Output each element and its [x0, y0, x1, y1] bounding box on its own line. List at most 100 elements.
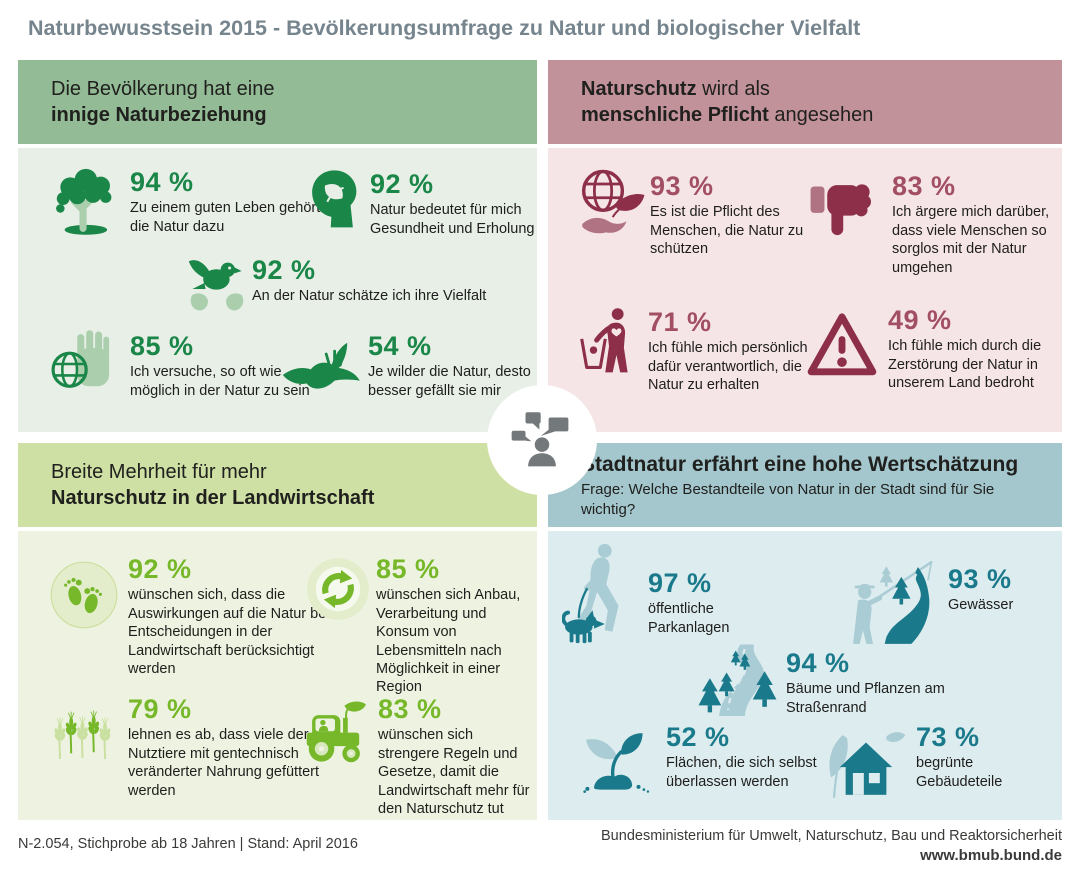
stat-value: 83 %: [378, 694, 442, 724]
stat-item: 92 % An der Natur schätze ich ihre Vielf…: [252, 256, 486, 306]
angler-river-icon: [848, 557, 948, 649]
stat-value: 92 %: [128, 554, 192, 584]
stat-description: Flächen, die sich selbst überlassen werd…: [666, 755, 817, 790]
stat-item: 93 % Es ist die Pflicht des Menschen, di…: [650, 172, 830, 259]
footer-website-url: www.bmub.bund.de: [920, 847, 1062, 864]
section-title-regular: wird als: [696, 78, 770, 100]
stat-item: 92 % wünschen sich, dass die Auswirkunge…: [128, 555, 338, 678]
stat-description: wünschen sich strengere Regeln und Geset…: [378, 727, 530, 817]
stat-description: Ich fühle mich durch die Zerstörung der …: [888, 338, 1042, 392]
survey-dialogue-icon: [509, 407, 575, 473]
stat-item: 73 % begrünte Gebäudeteile: [916, 723, 1056, 791]
stat-value: 83 %: [892, 171, 956, 201]
stat-item: 49 % Ich fühle mich durch die Zerstörung…: [888, 306, 1062, 393]
page-title: Naturbewusstsein 2015 - Bevölkerungsumfr…: [28, 16, 861, 40]
section-header: Naturschutz wird als menschliche Pflicht…: [548, 60, 1062, 144]
stat-item: 94 % Bäume und Pflanzen am Straßenrand: [786, 649, 986, 717]
wheat-icon: [52, 697, 114, 777]
dog-walker-icon: [562, 541, 646, 649]
section-header: Breite Mehrheit für mehr Naturschutz in …: [18, 443, 537, 527]
section-body: 93 % Es ist die Pflicht des Menschen, di…: [548, 148, 1062, 432]
green-building-icon: [822, 725, 910, 805]
stat-value: 93 %: [650, 171, 714, 201]
tree-icon: [48, 166, 128, 244]
stat-description: begrünte Gebäudeteile: [916, 755, 1003, 790]
stat-description: Ich versuche, so oft wie möglich in der …: [130, 364, 310, 399]
section-title-regular: Die Bevölkerung hat eine: [51, 78, 275, 100]
section-title-bold: Stadtnatur erfährt eine hohe Wertschätzu…: [581, 452, 1019, 476]
section-nature-relationship: Die Bevölkerung hat eine innige Naturbez…: [18, 60, 537, 432]
roadside-trees-icon: [696, 643, 780, 719]
stat-value: 85 %: [130, 331, 194, 361]
section-header: Die Bevölkerung hat eine innige Naturbez…: [18, 60, 537, 144]
stat-item: 83 % wünschen sich strengere Regeln und …: [378, 695, 536, 818]
stat-item: 83 % Ich ärgere mich darüber, dass viele…: [892, 172, 1062, 277]
section-urban-nature: Stadtnatur erfährt eine hohe Wertschätzu…: [548, 443, 1062, 820]
stat-description: Gewässer: [948, 597, 1014, 614]
stat-value: 92 %: [252, 255, 316, 285]
stat-description: Bäume und Pflanzen am Straßenrand: [786, 681, 945, 716]
stat-value: 73 %: [916, 722, 980, 752]
section-title-regular: angesehen: [768, 104, 874, 126]
bird-in-hands-icon: [184, 252, 250, 314]
stat-description: öffentliche Parkanlagen: [648, 601, 730, 636]
head-leaf-icon: [304, 164, 368, 236]
stat-item: 97 % öffentliche Parkanlagen: [648, 569, 768, 637]
section-header: Stadtnatur erfährt eine hohe Wertschätzu…: [548, 443, 1062, 527]
wild-growth-icon: [582, 723, 656, 801]
stat-value: 93 %: [948, 564, 1012, 594]
regional-cycle-icon: [304, 555, 372, 623]
stat-value: 54 %: [368, 331, 432, 361]
stat-value: 79 %: [128, 694, 192, 724]
stat-item: 93 % Gewässer: [948, 565, 1013, 615]
stat-description: wünschen sich, dass die Auswirkungen auf…: [128, 587, 330, 677]
section-nature-protection-duty: Naturschutz wird als menschliche Pflicht…: [548, 60, 1062, 432]
section-title-bold: Naturschutz in der Landwirtschaft: [51, 487, 375, 509]
stat-item: 54 % Je wilder die Natur, desto besser g…: [368, 332, 537, 400]
footprints-icon: [48, 559, 120, 631]
stat-description: Natur bedeutet für mich Gesundheit und E…: [370, 202, 535, 237]
stat-value: 49 %: [888, 305, 952, 335]
stat-description: Je wilder die Natur, desto besser gefäll…: [368, 364, 531, 399]
section-title-bold: Naturschutz: [581, 78, 697, 100]
footer-org-name: Bundesministerium für Umwelt, Naturschut…: [601, 828, 1062, 844]
globe-leaf-hand-icon: [574, 162, 650, 246]
warning-triangle-icon: [804, 310, 880, 380]
stat-value: 52 %: [666, 722, 730, 752]
stat-item: 94 % Zu einem guten Leben gehört die Nat…: [130, 168, 330, 236]
stat-item: 52 % Flächen, die sich selbst überlassen…: [666, 723, 851, 791]
section-body: 92 % wünschen sich, dass die Auswirkunge…: [18, 531, 537, 820]
center-badge: [487, 385, 597, 495]
thumbs-down-icon: [806, 174, 886, 240]
tractor-icon: [300, 699, 374, 773]
section-subtitle: Frage: Welche Bestandteile von Natur in …: [581, 481, 995, 518]
stat-item: 92 % Natur bedeutet für mich Gesundheit …: [370, 170, 535, 238]
footer-publisher: Bundesministerium für Umwelt, Naturschut…: [601, 826, 1062, 867]
stat-item: 71 % Ich fühle mich persönlich dafür ver…: [648, 308, 823, 395]
section-body: 97 % öffentliche Parkanlagen: [548, 531, 1062, 820]
stat-description: Ich ärgere mich darüber, dass viele Mens…: [892, 204, 1050, 276]
stat-description: lehnen es ab, dass viele der Nutztiere m…: [128, 727, 320, 799]
stat-description: Zu einem guten Leben gehört die Natur da…: [130, 200, 321, 235]
person-waste-bin-icon: [578, 296, 640, 388]
section-title-bold: innige Naturbeziehung: [51, 104, 267, 126]
stat-item: 85 % wünschen sich Anbau, Verarbeitung u…: [376, 555, 534, 697]
stat-description: Ich fühle mich persönlich dafür verantwo…: [648, 340, 808, 394]
section-title-bold: menschliche Pflicht: [581, 104, 769, 126]
stat-item: 79 % lehnen es ab, dass viele der Nutzti…: [128, 695, 328, 800]
stat-value: 97 %: [648, 568, 712, 598]
stat-value: 85 %: [376, 554, 440, 584]
stat-item: 85 % Ich versuche, so oft wie möglich in…: [130, 332, 315, 400]
stat-value: 94 %: [786, 648, 850, 678]
stat-description: An der Natur schätze ich ihre Vielfalt: [252, 288, 487, 305]
stat-description: Es ist die Pflicht des Menschen, die Nat…: [650, 204, 804, 258]
section-body: 94 % Zu einem guten Leben gehört die Nat…: [18, 148, 537, 432]
eagle-icon: [280, 340, 364, 396]
stat-value: 71 %: [648, 307, 712, 337]
stat-value: 94 %: [130, 167, 194, 197]
hand-globe-icon: [48, 326, 118, 402]
section-agriculture: Breite Mehrheit für mehr Naturschutz in …: [18, 443, 537, 820]
section-title-regular: Breite Mehrheit für mehr: [51, 461, 267, 483]
stat-value: 92 %: [370, 169, 434, 199]
